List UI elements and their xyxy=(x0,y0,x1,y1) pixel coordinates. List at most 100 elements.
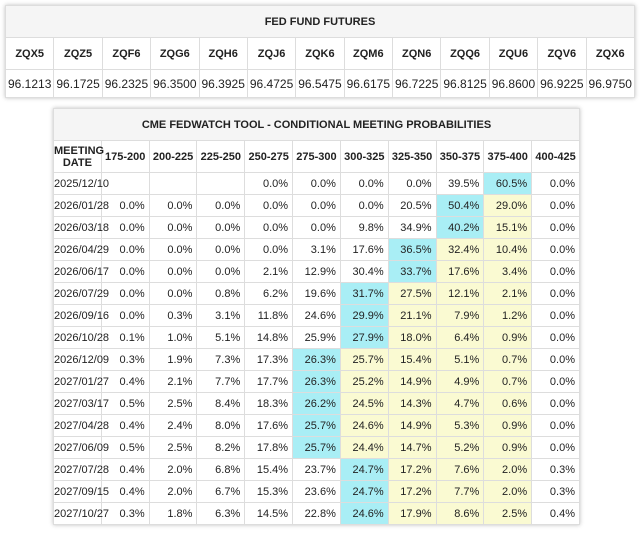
contract-code: ZQN6 xyxy=(391,37,442,70)
probability: 0.0% xyxy=(531,282,580,305)
probability: 17.3% xyxy=(244,348,294,371)
meeting-date: 2027/04/28 xyxy=(53,414,109,437)
probability: 15.4% xyxy=(387,348,437,371)
column-header: 225-250 xyxy=(196,140,246,173)
probability: 15.1% xyxy=(483,216,533,239)
contract-price: 96.3925 xyxy=(198,69,248,98)
contract-price: 96.2325 xyxy=(101,69,152,98)
contract-price: 96.1725 xyxy=(53,69,103,98)
contract-code: ZQX6 xyxy=(585,37,635,70)
contract-code: ZQU6 xyxy=(488,37,539,70)
probability: 0.5% xyxy=(100,436,150,459)
contract-code: ZQK6 xyxy=(295,37,345,70)
probability: 0.0% xyxy=(531,392,580,415)
probability: 24.4% xyxy=(339,436,389,459)
probability: 6.7% xyxy=(196,480,246,503)
probability: 25.9% xyxy=(292,326,341,349)
probability: 1.8% xyxy=(148,502,198,525)
probability: 39.5% xyxy=(435,172,485,195)
probability: 0.0% xyxy=(196,260,246,283)
contract-code: ZQV6 xyxy=(537,37,587,70)
probability: 0.0% xyxy=(531,194,580,217)
probability: 12.9% xyxy=(292,260,341,283)
probability: 17.7% xyxy=(244,370,294,393)
meeting-row: 2026/06/17 0.0% 0.0% 0.0% 2.1% 12.9% 30.4% 33.7… xyxy=(53,260,580,283)
meeting-row: 2027/07/28 0.4% 2.0% 6.8% 15.4% 23.7% 24.7% 17.… xyxy=(53,458,580,481)
probability: 14.9% xyxy=(387,414,437,437)
probability: 0.0% xyxy=(531,370,580,393)
meeting-row: 2027/03/17 0.5% 2.5% 8.4% 18.3% 26.2% 24.5% 14.… xyxy=(53,392,580,415)
probability: 2.5% xyxy=(148,392,198,415)
contract-price: 96.9225 xyxy=(537,69,587,98)
probability: 29.0% xyxy=(483,194,533,217)
probability: 4.7% xyxy=(435,392,485,415)
contract-code: ZQH6 xyxy=(198,37,248,70)
contract-code: ZQX5 xyxy=(4,37,55,70)
probability: 2.1% xyxy=(244,260,294,283)
meeting-date: 2027/07/28 xyxy=(53,458,109,481)
probability: 0.0% xyxy=(531,172,580,195)
probability: 0.0% xyxy=(196,216,246,239)
probability: 2.0% xyxy=(148,480,198,503)
probability: 1.0% xyxy=(148,326,198,349)
probability: 0.0% xyxy=(531,304,580,327)
probability: 7.7% xyxy=(435,480,485,503)
probability: 25.2% xyxy=(339,370,389,393)
probability: 0.0% xyxy=(387,172,437,195)
column-header: 175-200 xyxy=(100,140,150,173)
probability: 0.0% xyxy=(339,172,389,195)
probability: 32.4% xyxy=(435,238,485,261)
probability: 50.4% xyxy=(435,194,485,217)
meeting-row: 2027/04/28 0.4% 2.4% 8.0% 17.6% 25.7% 24.6% 14.… xyxy=(53,414,580,437)
contract-price: 96.8600 xyxy=(488,69,539,98)
probability: 29.9% xyxy=(339,304,389,327)
probability: 14.5% xyxy=(244,502,294,525)
contract-price: 96.1213 xyxy=(4,69,55,98)
probability: 11.8% xyxy=(244,304,294,327)
probabilities-table: CME FEDWATCH TOOL - CONDITIONAL MEETING … xyxy=(53,108,580,525)
probability: 8.2% xyxy=(196,436,246,459)
probability: 0.9% xyxy=(483,326,533,349)
probability: 8.0% xyxy=(196,414,246,437)
probability: 60.5% xyxy=(483,172,533,195)
meeting-date: 2027/09/15 xyxy=(53,480,109,503)
probability: 2.1% xyxy=(148,370,198,393)
contract-price: 96.4725 xyxy=(246,69,297,98)
probability: 3.4% xyxy=(483,260,533,283)
probability: 0.0% xyxy=(148,282,198,305)
column-header: 250-275 xyxy=(244,140,294,173)
contract-code: ZQG6 xyxy=(150,37,200,70)
meeting-row: 2026/03/18 0.0% 0.0% 0.0% 0.0% 0.0% 9.8% 34.9% 4… xyxy=(53,216,580,239)
probability: 2.5% xyxy=(148,436,198,459)
probability: 23.7% xyxy=(292,458,341,481)
probability: 0.3% xyxy=(148,304,198,327)
meeting-date: 2027/10/27 xyxy=(53,502,109,525)
probability: 5.2% xyxy=(435,436,485,459)
column-header: 325-350 xyxy=(387,140,437,173)
column-header: MEETING DATE xyxy=(53,140,104,173)
probability: 26.2% xyxy=(292,392,341,415)
contract-code: ZQM6 xyxy=(343,37,394,70)
probability: 0.9% xyxy=(483,436,533,459)
column-header: 375-400 xyxy=(483,140,533,173)
meeting-row: 2026/09/16 0.0% 0.3% 3.1% 11.8% 24.6% 29.9% 21.… xyxy=(53,304,580,327)
meeting-row: 2026/10/28 0.1% 1.0% 5.1% 14.8% 25.9% 27.9% 18.… xyxy=(53,326,580,349)
meeting-date: 2026/01/28 xyxy=(53,194,109,217)
probability: 14.8% xyxy=(244,326,294,349)
probability: 8.4% xyxy=(196,392,246,415)
probability: 14.7% xyxy=(387,436,437,459)
probability: 6.4% xyxy=(435,326,485,349)
probability: 0.0% xyxy=(531,238,580,261)
meeting-date: 2026/07/29 xyxy=(53,282,109,305)
probability: 0.0% xyxy=(292,216,341,239)
probability: 5.1% xyxy=(196,326,246,349)
probability: 27.9% xyxy=(339,326,389,349)
contract-code: ZQQ6 xyxy=(440,37,490,70)
probability: 3.1% xyxy=(196,304,246,327)
futures-table: FED FUND FUTURES ZQX5 ZQZ5 ZQF6 ZQG6 ZQH6 ZQJ… xyxy=(4,5,635,98)
meeting-date: 2026/09/16 xyxy=(53,304,109,327)
meeting-row: 2027/06/09 0.5% 2.5% 8.2% 17.8% 25.7% 24.4% 14.… xyxy=(53,436,580,459)
contract-code: ZQZ5 xyxy=(53,37,103,70)
probability: 0.7% xyxy=(483,348,533,371)
probability: 2.0% xyxy=(148,458,198,481)
